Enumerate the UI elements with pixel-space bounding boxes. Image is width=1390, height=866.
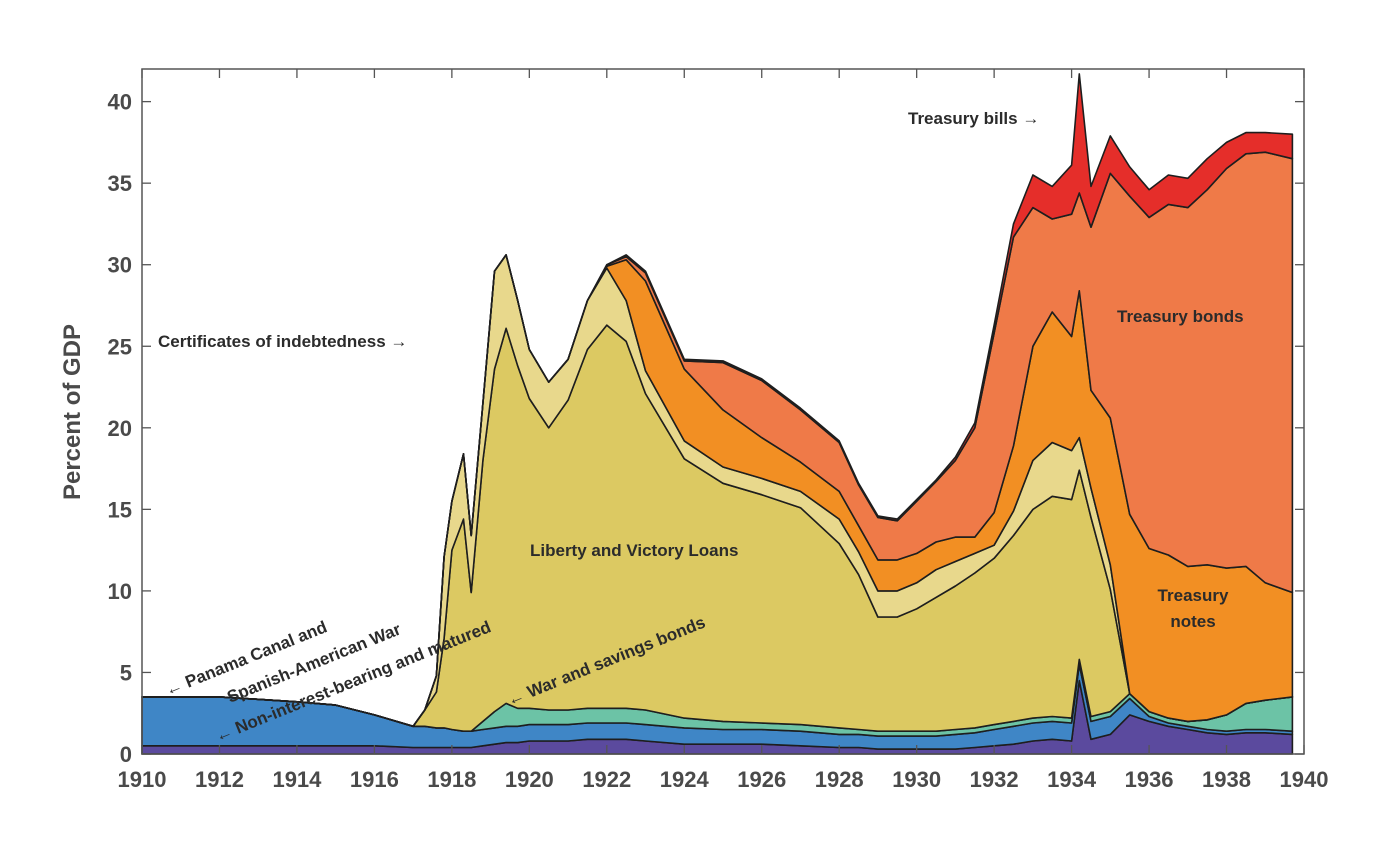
y-tick-label: 30 bbox=[108, 253, 132, 278]
x-tick-label: 1910 bbox=[118, 767, 167, 792]
x-tick-label: 1928 bbox=[815, 767, 864, 792]
annotation-liberty-victory-loans: Liberty and Victory Loans bbox=[530, 541, 738, 560]
x-tick-label: 1940 bbox=[1280, 767, 1329, 792]
x-tick-labels: 1910 1912 1914 1916 1918 1920 1922 1924 1926 1928… bbox=[118, 767, 1329, 792]
x-tick-label: 1918 bbox=[427, 767, 476, 792]
x-tick-label: 1936 bbox=[1125, 767, 1174, 792]
y-tick-labels: 0 5 10 15 20 25 30 35 40 bbox=[108, 90, 132, 767]
y-tick-label: 35 bbox=[108, 171, 132, 196]
annotation-certificates: Certificates of indebtedness → bbox=[158, 332, 407, 351]
annotation-treasury-bonds: Treasury bonds bbox=[1117, 307, 1244, 326]
x-tick-label: 1930 bbox=[892, 767, 941, 792]
y-tick-label: 0 bbox=[120, 742, 132, 767]
annotation-treasury-notes-line1: Treasury bbox=[1158, 586, 1229, 605]
y-tick-label: 20 bbox=[108, 416, 132, 441]
y-tick-label: 15 bbox=[108, 497, 132, 522]
area-treasury-bills bbox=[141, 73, 1294, 728]
x-tick-label: 1932 bbox=[970, 767, 1019, 792]
plot-frame bbox=[141, 68, 1305, 755]
x-tick-label: 1912 bbox=[195, 767, 244, 792]
y-tick-label: 10 bbox=[108, 579, 132, 604]
y-tick-label: 5 bbox=[120, 660, 132, 685]
annotation-treasury-notes-line2: notes bbox=[1170, 612, 1215, 631]
x-tick-label: 1934 bbox=[1047, 767, 1097, 792]
y-axis-title: Percent of GDP bbox=[59, 324, 86, 500]
x-tick-label: 1938 bbox=[1202, 767, 1251, 792]
y-tick-label: 40 bbox=[108, 90, 132, 115]
x-tick-label: 1922 bbox=[582, 767, 631, 792]
x-tick-label: 1920 bbox=[505, 767, 554, 792]
x-tick-label: 1924 bbox=[660, 767, 710, 792]
y-tick-label: 25 bbox=[108, 334, 132, 359]
area-series-group bbox=[141, 73, 1294, 755]
x-tick-label: 1914 bbox=[272, 767, 322, 792]
x-tick-label: 1926 bbox=[737, 767, 786, 792]
x-tick-label: 1916 bbox=[350, 767, 399, 792]
annotation-treasury-bills: Treasury bills → bbox=[908, 109, 1039, 128]
